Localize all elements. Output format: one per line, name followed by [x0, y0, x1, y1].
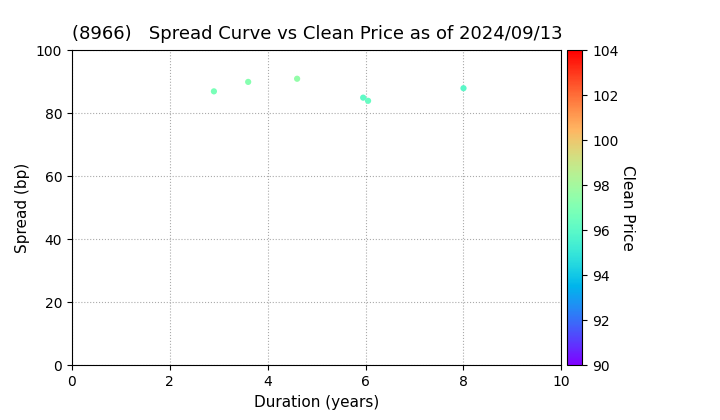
Point — [458, 85, 469, 92]
Y-axis label: Clean Price: Clean Price — [620, 165, 635, 251]
Point — [292, 75, 303, 82]
Y-axis label: Spread (bp): Spread (bp) — [15, 163, 30, 253]
Text: (8966)   Spread Curve vs Clean Price as of 2024/09/13: (8966) Spread Curve vs Clean Price as of… — [72, 25, 562, 43]
Point — [362, 97, 374, 104]
X-axis label: Duration (years): Duration (years) — [254, 395, 379, 409]
Point — [357, 94, 369, 101]
Point — [208, 88, 220, 94]
Point — [243, 79, 254, 85]
